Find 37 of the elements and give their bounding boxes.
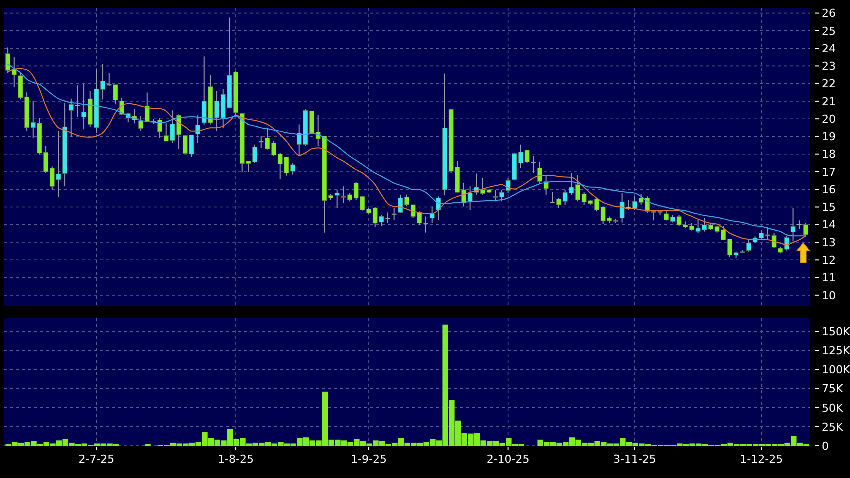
x-tick-label: 1-12-25 — [740, 453, 784, 466]
y-tick-label: 75K — [822, 382, 844, 396]
x-tick-label: 1-9-25 — [351, 453, 387, 466]
candlestick — [392, 208, 397, 221]
y-tick-label: 23 — [822, 60, 836, 74]
y-tick-label: 26 — [822, 7, 836, 20]
y-tick-label: 19 — [822, 130, 836, 144]
y-tick-label: 11 — [822, 272, 836, 285]
y-tick-label: 18 — [822, 148, 836, 162]
y-tick-label: 24 — [822, 42, 836, 56]
y-tick-label: 17 — [822, 166, 836, 179]
y-tick-label: 50K — [822, 402, 844, 415]
x-tick-label: 2-7-25 — [78, 453, 115, 466]
candlestick — [436, 196, 442, 221]
x-tick-label: 1-8-25 — [218, 453, 254, 466]
x-tick-label: 3-11-25 — [614, 453, 656, 466]
y-tick-label: 20 — [822, 112, 836, 126]
candlestick — [506, 178, 511, 194]
y-tick-label: 0 — [822, 440, 829, 453]
candlestick — [790, 208, 796, 242]
y-tick-label: 21 — [822, 95, 836, 108]
candlestick — [430, 206, 435, 224]
y-tick-label: 16 — [822, 183, 836, 196]
y-tick-label: 15 — [822, 201, 836, 214]
y-tick-label: 25 — [822, 24, 836, 38]
candlestick — [746, 240, 752, 252]
candlestick — [196, 115, 200, 144]
y-tick-label: 14 — [822, 218, 836, 232]
candlestick — [6, 47, 10, 74]
y-tick-label: 13 — [822, 236, 836, 250]
x-tick-label: 2-10-25 — [486, 453, 530, 466]
y-tick-label: 22 — [822, 78, 836, 91]
y-tick-label: 10 — [822, 289, 836, 302]
candlestick — [138, 116, 144, 132]
candlestick — [12, 56, 17, 88]
y-tick-label: 25K — [822, 420, 844, 434]
y-tick-label: 12 — [822, 254, 836, 268]
